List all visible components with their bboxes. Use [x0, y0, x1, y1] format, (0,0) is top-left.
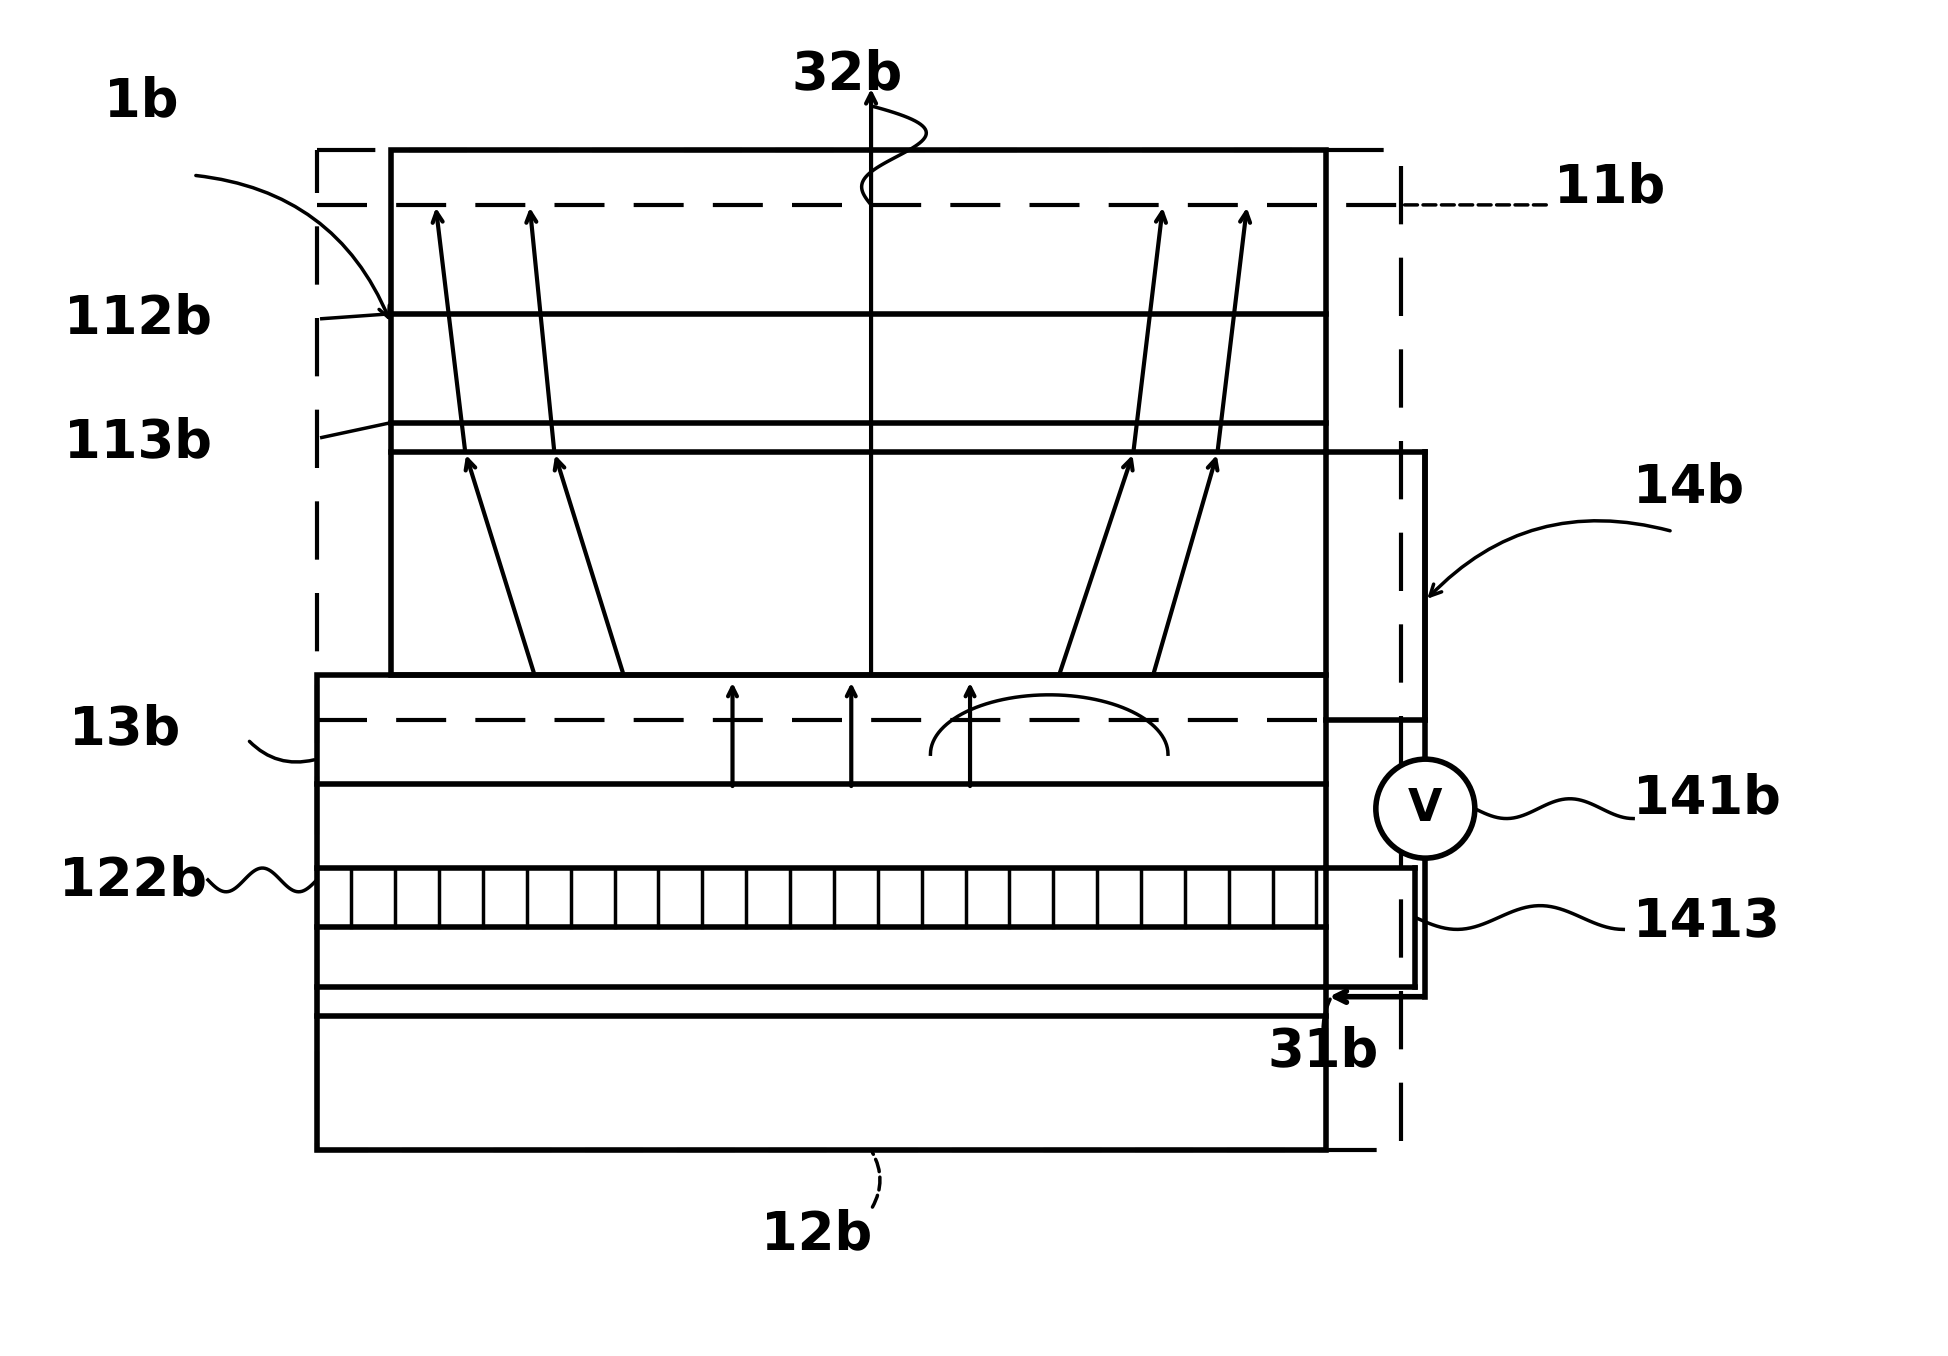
Text: 12b: 12b: [762, 1208, 873, 1260]
Text: 1b: 1b: [103, 75, 179, 127]
Text: 113b: 113b: [64, 416, 212, 468]
Text: 11b: 11b: [1555, 161, 1666, 213]
Text: 1413: 1413: [1632, 896, 1780, 948]
Text: 14b: 14b: [1632, 461, 1743, 513]
Text: 13b: 13b: [70, 704, 181, 755]
Bar: [318, 151, 1401, 1150]
Text: 32b: 32b: [793, 49, 904, 100]
Text: 31b: 31b: [1266, 1025, 1379, 1077]
Text: 122b: 122b: [60, 854, 208, 906]
Text: 141b: 141b: [1632, 773, 1780, 824]
Bar: [318, 675, 1327, 1150]
Bar: [392, 151, 1327, 675]
Text: V: V: [1408, 786, 1443, 830]
Circle shape: [1375, 759, 1475, 858]
Text: 112b: 112b: [64, 293, 212, 344]
